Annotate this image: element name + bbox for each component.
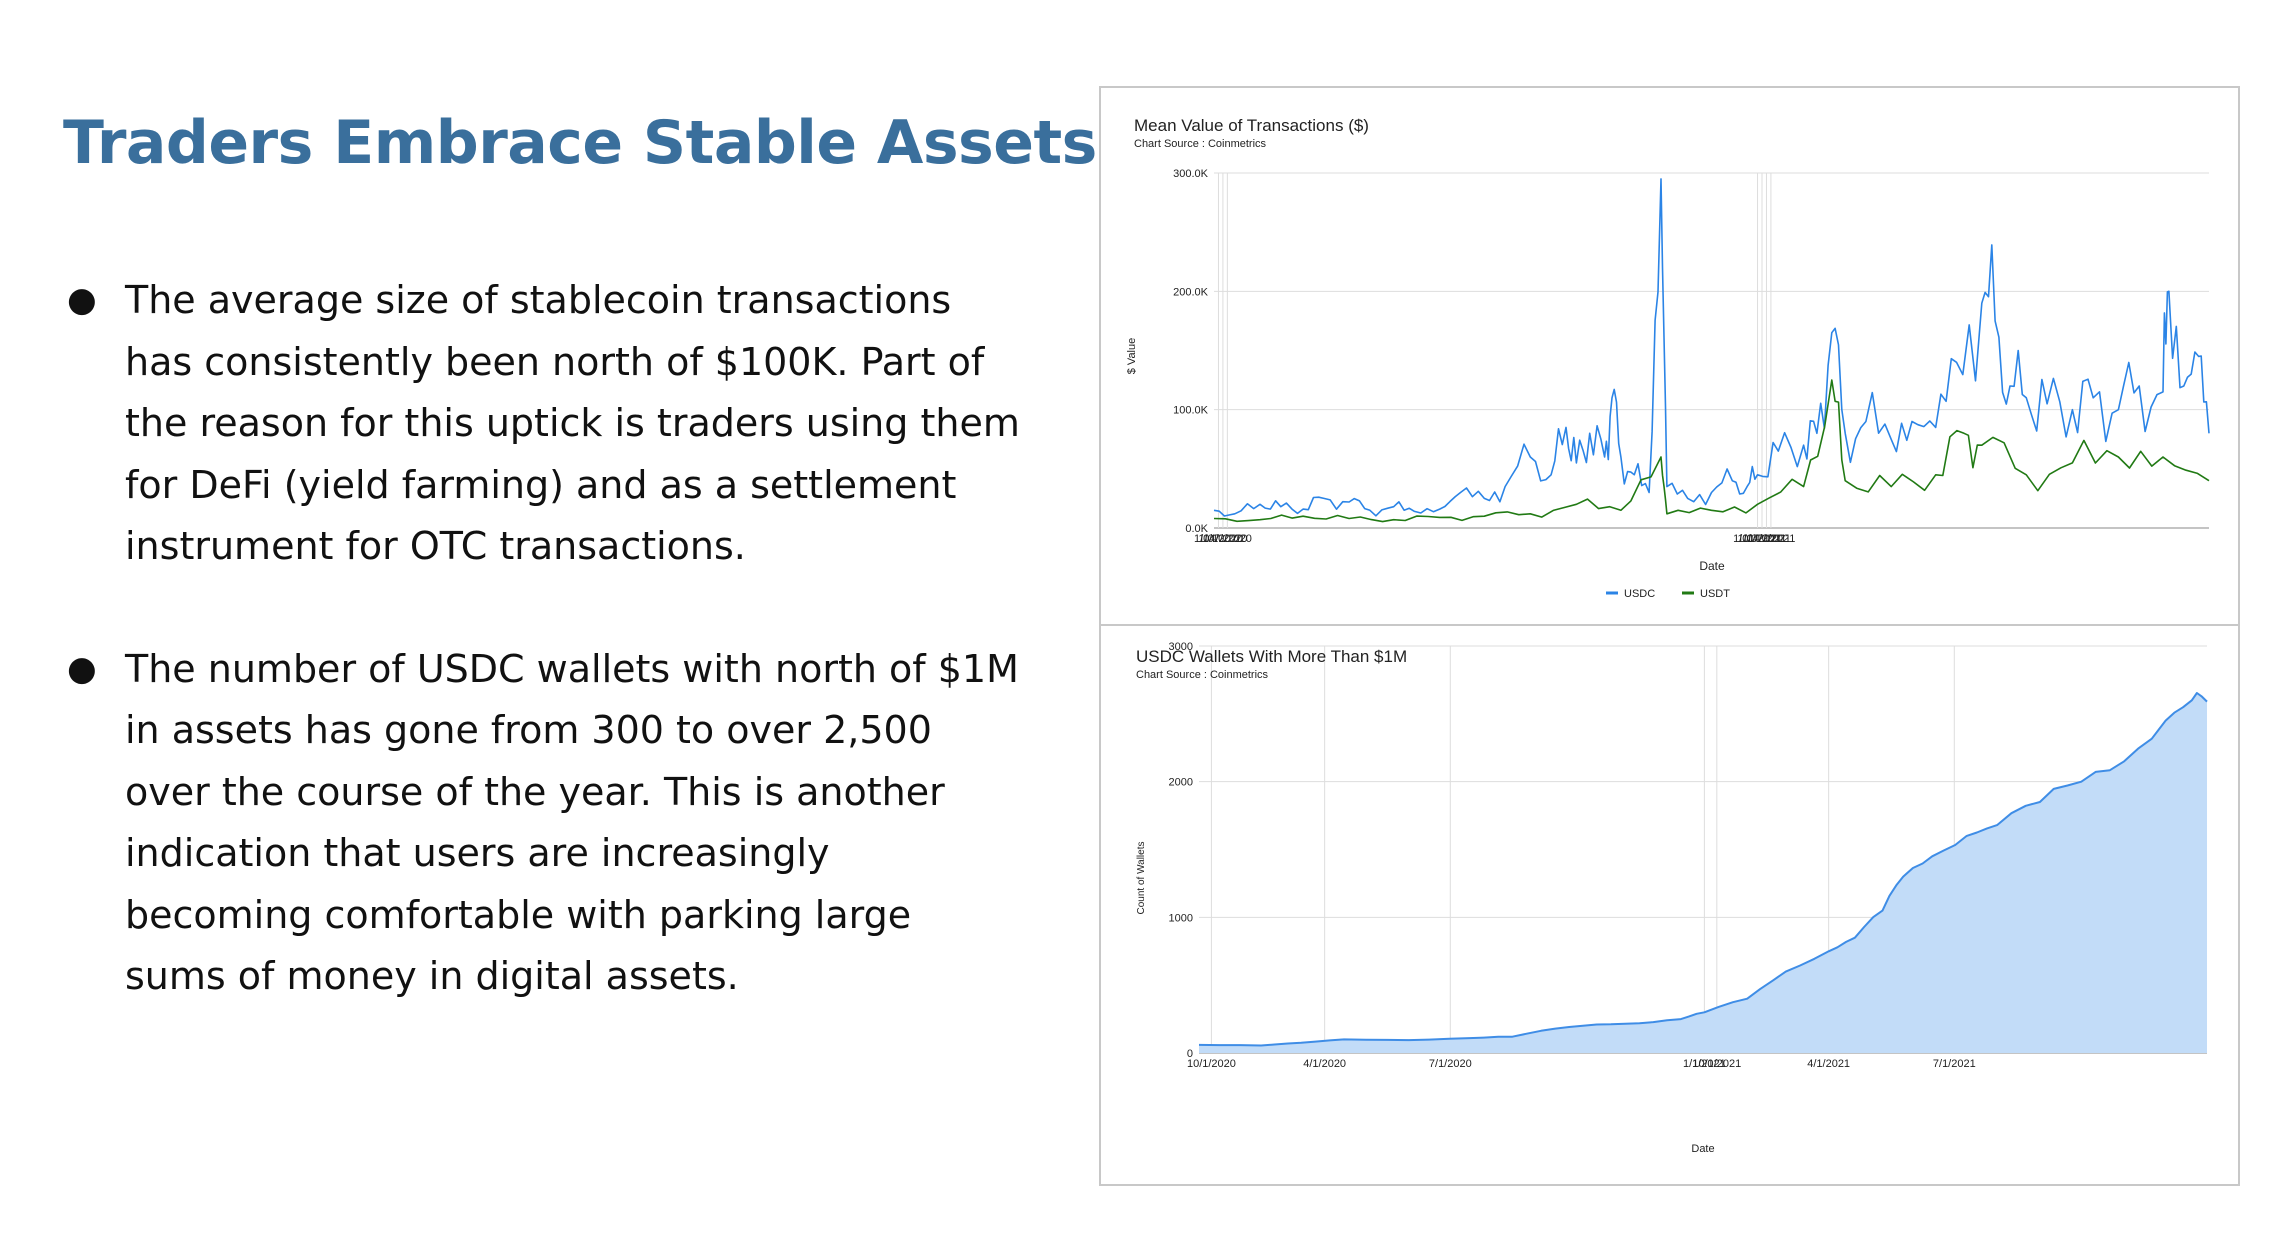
x-tick-label: 1/04/2020 <box>1194 533 1243 545</box>
bullet-list: ● The average size of stablecoin transac… <box>63 270 1023 1069</box>
chart-subtitle: Chart Source : Coinmetrics <box>1136 669 1269 681</box>
x-tick-label: 10/1/2021 <box>1692 1058 1741 1070</box>
x-tick-label: 7/1/2020 <box>1429 1058 1472 1070</box>
y-tick-label: 0 <box>1187 1048 1193 1060</box>
chart-subtitle: Chart Source : Coinmetrics <box>1134 138 1267 150</box>
chart-title: USDC Wallets With More Than $1M <box>1136 647 1407 666</box>
bullet-item: ● The number of USDC wallets with north … <box>63 639 1023 1008</box>
x-tick-label: 1/04/2021 <box>1738 533 1787 545</box>
y-tick-label: 0.0K <box>1185 523 1208 535</box>
grid <box>1214 172 2209 529</box>
chart-title: Mean Value of Transactions ($) <box>1134 116 1369 135</box>
series <box>1198 692 2208 1053</box>
area-fill-usdc-wallets <box>1199 693 2207 1053</box>
y-tick-labels: 0.0K 100.0K 200.0K 300.0K <box>1173 168 1209 535</box>
x-tick-label: 1/07/2021 <box>1742 533 1791 545</box>
y-tick-labels: 0 1000 2000 3000 <box>1169 641 1193 1060</box>
legend: USDC USDT <box>1606 588 1730 600</box>
x-axis-label: Date <box>1699 559 1725 573</box>
series-line-usdc-wallets <box>1198 692 2208 1047</box>
legend-label-usdc: USDC <box>1624 588 1655 600</box>
y-tick-label: 1000 <box>1169 912 1193 924</box>
chart-panel: 0.0K 100.0K 200.0K 300.0K 1/04/2020 1/07/202… <box>1099 86 2240 1186</box>
x-tick-label: 1/10/2021 <box>1746 533 1795 545</box>
series <box>1213 178 2210 523</box>
x-tick-label: 1/01/2021 <box>1733 533 1782 545</box>
series-line-usdt <box>1213 379 2210 523</box>
x-tick-label: 4/1/2020 <box>1303 1058 1346 1070</box>
y-tick-label: 3000 <box>1169 641 1193 653</box>
y-axis-label: Count of Wallets <box>1136 842 1147 915</box>
y-tick-label: 2000 <box>1169 777 1193 789</box>
chart-divider <box>1101 624 2238 626</box>
y-tick-label: 300.0K <box>1173 168 1209 180</box>
x-tick-label: 1/10/2020 <box>1203 533 1252 545</box>
y-axis-label: $ Value <box>1126 338 1138 375</box>
usdc-wallets-chart: 0 1000 2000 3000 4/1/2020 7/1/2020 10/1/2020 1… <box>1136 641 2208 1155</box>
x-axis-label: Date <box>1691 1143 1714 1155</box>
bullet-dot: ● <box>67 280 97 320</box>
x-tick-labels: 4/1/2020 7/1/2020 10/1/2020 1/1/2021 4/1/202… <box>1187 1058 1976 1070</box>
x-tick-label: 7/1/2021 <box>1933 1058 1976 1070</box>
x-tick-label: 1/1/2021 <box>1683 1058 1726 1070</box>
legend-label-usdt: USDT <box>1700 588 1730 600</box>
slide-title: Traders Embrace Stable Assets <box>63 108 1097 178</box>
y-tick-label: 200.0K <box>1173 286 1209 298</box>
y-tick-label: 100.0K <box>1173 405 1209 417</box>
x-tick-label: 4/1/2021 <box>1807 1058 1850 1070</box>
series-line-usdc <box>1213 178 2210 517</box>
bullet-item: ● The average size of stablecoin transac… <box>63 270 1023 578</box>
bullet-dot: ● <box>67 648 97 689</box>
x-tick-label: 10/1/2020 <box>1187 1058 1236 1070</box>
bullet-text: The number of USDC wallets with north of… <box>125 646 1019 999</box>
x-tick-label: 1/07/2020 <box>1198 533 1247 545</box>
bullet-text: The average size of stablecoin transacti… <box>125 278 1020 568</box>
